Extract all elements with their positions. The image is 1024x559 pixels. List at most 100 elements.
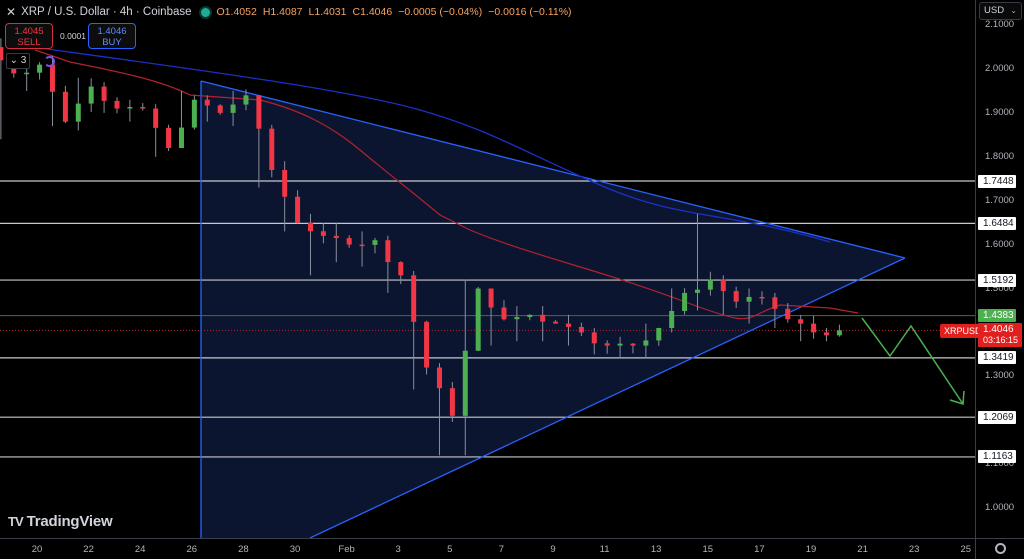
date-tick: 19 xyxy=(805,544,817,555)
current-price-value: 1.4046 xyxy=(983,324,1014,335)
triangle-upper-trendline xyxy=(200,80,906,259)
level-price-label: 1.1163 xyxy=(978,450,1016,464)
candle-down xyxy=(398,262,404,276)
candle-up xyxy=(643,340,649,346)
tradingview-logo-text: TradingView xyxy=(26,513,113,530)
level-price-label: 1.2069 xyxy=(978,410,1016,424)
date-tick: 20 xyxy=(31,544,43,555)
price-axis[interactable] xyxy=(975,0,1024,538)
date-tick: 23 xyxy=(908,544,920,555)
buy-price: 1.4046 xyxy=(97,26,127,37)
candle-up xyxy=(230,104,236,113)
date-tick: 17 xyxy=(754,544,765,555)
candle-down xyxy=(553,321,559,324)
candle-down xyxy=(785,308,791,320)
date-tick: 5 xyxy=(447,544,453,555)
candle-down xyxy=(436,367,442,389)
candle-down xyxy=(49,64,55,92)
date-tick: 26 xyxy=(186,544,198,555)
candle-down xyxy=(140,107,146,109)
candle-down xyxy=(166,127,172,149)
candle-up xyxy=(514,317,520,320)
moving-average-blue xyxy=(39,47,831,243)
price-tick: 1.0000 xyxy=(985,502,1015,513)
candle-up xyxy=(37,64,43,73)
ohlc-open: O1.4052 xyxy=(216,6,257,18)
spread-value: 0.0001 xyxy=(60,31,86,41)
ohlc-close: C1.4046 xyxy=(352,6,393,18)
settings-gear-icon[interactable] xyxy=(995,543,1006,554)
tradingview-logo-icon: TV xyxy=(8,514,24,529)
sell-button[interactable]: 1.4045 SELL xyxy=(5,23,53,49)
candle-down xyxy=(591,332,597,344)
tradingview-logo[interactable]: TV TradingView xyxy=(8,513,113,530)
candle-down xyxy=(501,307,507,320)
buy-label: BUY xyxy=(102,37,122,48)
candle-up xyxy=(707,279,713,290)
symbol-title[interactable]: XRP / U.S. Dollar · 4h · Coinbase xyxy=(21,6,192,18)
date-tick: 25 xyxy=(960,544,972,555)
date-tick: 11 xyxy=(599,544,610,555)
chart-plot-area[interactable] xyxy=(0,0,975,538)
date-tick: 13 xyxy=(650,544,662,555)
candle-down xyxy=(153,108,159,128)
candle-up xyxy=(527,314,533,318)
triangle-lower-trendline xyxy=(309,257,906,538)
candle-up xyxy=(836,330,842,336)
candle-down xyxy=(411,275,417,322)
symbol-price-tag: XRPUSD xyxy=(940,324,986,338)
projection-arrowhead-icon xyxy=(949,390,965,405)
candle-down xyxy=(320,231,326,236)
date-tick: 21 xyxy=(857,544,868,555)
candle-up xyxy=(682,292,688,311)
candle-down xyxy=(307,222,313,232)
candle-up xyxy=(178,127,184,149)
date-tick: Feb xyxy=(338,544,355,555)
date-tick: 9 xyxy=(550,544,556,555)
price-tick: 1.7000 xyxy=(985,194,1015,206)
time-axis[interactable] xyxy=(0,538,975,559)
candle-down xyxy=(540,314,546,322)
date-tick: 30 xyxy=(289,544,301,555)
bar-countdown: 03:16:15 xyxy=(983,335,1019,345)
candle-down xyxy=(811,323,817,333)
date-tick: 7 xyxy=(498,544,505,555)
candle-down xyxy=(62,91,68,122)
chart-canvas[interactable] xyxy=(0,0,975,538)
candle-down xyxy=(0,47,4,61)
candle-down xyxy=(449,388,455,416)
ohlc-change-2: −0.0016 (−0.11%) xyxy=(488,6,572,18)
candle-down xyxy=(604,343,610,346)
level-price-label: 1.6484 xyxy=(978,216,1016,230)
candle-down xyxy=(759,296,765,299)
candle-down xyxy=(217,105,223,113)
candle-down xyxy=(720,279,726,292)
candle-down xyxy=(204,99,210,106)
candle-up xyxy=(475,288,481,351)
candle-up xyxy=(656,328,662,341)
level-price-label: 1.3419 xyxy=(978,351,1016,365)
candle-down xyxy=(346,238,352,245)
candle-up xyxy=(75,103,81,122)
candle-down xyxy=(269,128,275,170)
indicators-collapse-button[interactable]: ⌄ 3 xyxy=(6,53,30,69)
candle-up xyxy=(191,99,197,128)
level-price-label: 1.7448 xyxy=(978,174,1016,188)
market-status-icon xyxy=(200,7,210,17)
buy-button[interactable]: 1.4046 BUY xyxy=(88,23,136,49)
candle-up xyxy=(462,350,468,416)
close-icon[interactable]: ✕ xyxy=(6,5,17,19)
triangle-pattern-fill xyxy=(201,81,905,538)
chart-header: ✕ XRP / U.S. Dollar · 4h · Coinbase O1.4… xyxy=(6,4,578,20)
sync-icon[interactable] xyxy=(44,56,55,67)
level-price-label: 1.4383 xyxy=(978,309,1016,323)
currency-selector[interactable]: USD ⌄ xyxy=(979,2,1022,20)
moving-average-red xyxy=(34,49,859,320)
candle-down xyxy=(424,321,430,368)
candle-up xyxy=(372,240,378,245)
candle-down xyxy=(772,297,778,309)
candle-down xyxy=(295,196,301,223)
price-tick: 1.1000 xyxy=(985,458,1015,470)
candle-down xyxy=(359,244,365,247)
